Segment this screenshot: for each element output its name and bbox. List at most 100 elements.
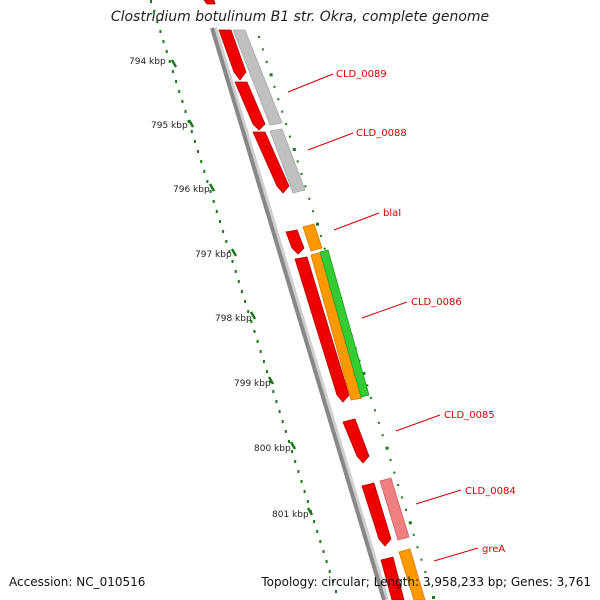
- gene-leader-line: [287, 73, 334, 93]
- minor-tick-dot: [178, 90, 181, 93]
- gene-leader-line: [333, 212, 380, 231]
- backbone-line: [210, 27, 386, 600]
- outer-tick-dot: [319, 235, 322, 238]
- minor-tick-dot: [237, 280, 240, 283]
- minor-tick-dot: [244, 300, 247, 303]
- minor-tick-dot: [300, 480, 303, 483]
- gene-label-cld0085: CLD_0085: [444, 410, 495, 421]
- major-tick-800: [289, 441, 297, 450]
- gene-leader-line: [307, 132, 354, 151]
- outer-tick-dot: [281, 110, 284, 113]
- minor-tick-dot: [303, 490, 306, 493]
- outer-tick-dot: [265, 60, 268, 63]
- pink-feature: [379, 477, 410, 541]
- minor-tick-dot: [222, 230, 225, 233]
- cds-block: [294, 256, 350, 403]
- accession-text: Accession: NC_010516: [9, 575, 146, 589]
- orange-feature: [310, 251, 363, 401]
- cds-block: [218, 29, 247, 81]
- gene-label-cld0086: CLD_0086: [411, 297, 462, 308]
- major-tick-798: [249, 311, 257, 320]
- scale-major-ticks: [170, 59, 314, 516]
- cds-block: [285, 229, 305, 255]
- minor-tick-dot: [266, 370, 268, 373]
- major-tick-799: [267, 376, 275, 385]
- outer-tick-dot: [381, 434, 384, 437]
- cds-block: [234, 81, 266, 131]
- gray-feature: [269, 128, 306, 194]
- gene-leader-line: [415, 489, 462, 505]
- major-tick-796: [208, 183, 216, 192]
- kbp-label: 795 kbp: [151, 121, 188, 131]
- minor-tick-dot: [234, 270, 237, 273]
- minor-tick-dot: [335, 590, 337, 593]
- minor-tick-dot: [284, 430, 287, 433]
- feature-track: [203, 0, 426, 600]
- gene-leader-line: [361, 301, 408, 319]
- minor-tick-dot: [209, 190, 212, 193]
- major-tick-797: [230, 248, 238, 257]
- outer-tick-dot: [288, 135, 291, 138]
- cds-block: [342, 418, 370, 464]
- genome-summary-text: Topology: circular; Length: 3,958,233 bp…: [261, 575, 591, 589]
- minor-tick-dot: [297, 470, 300, 473]
- minor-tick-dot: [240, 290, 243, 293]
- outer-tick-dot: [424, 571, 427, 574]
- minor-tick-dot: [190, 130, 193, 133]
- minor-tick-dot: [281, 420, 284, 423]
- minor-tick-dot: [325, 560, 328, 563]
- outer-tick-dot: [389, 459, 392, 462]
- minor-tick-dot: [313, 520, 316, 523]
- minor-tick-dot: [272, 390, 275, 393]
- major-tick-794: [170, 59, 178, 68]
- outer-tick-dot: [269, 73, 273, 77]
- minor-tick-dot: [288, 440, 290, 443]
- minor-tick-dot: [256, 340, 259, 343]
- kbp-label: 800 kbp: [254, 444, 291, 454]
- minor-tick-dot: [156, 20, 159, 23]
- minor-tick-dot: [225, 240, 228, 243]
- minor-tick-dot: [247, 310, 250, 313]
- kbp-label: 801 kbp: [272, 510, 309, 520]
- minor-tick-dot: [212, 200, 215, 203]
- map-title: Clostridium botulinum B1 str. Okra, comp…: [110, 9, 490, 25]
- cds-block: [203, 0, 216, 5]
- orange-feature: [398, 548, 426, 600]
- cds-block: [252, 131, 290, 194]
- gene-label-cld0089: CLD_0089: [336, 69, 387, 80]
- minor-tick-dot: [319, 540, 322, 543]
- kbp-label: 799 kbp: [234, 379, 271, 389]
- minor-tick-dot: [278, 410, 281, 413]
- minor-tick-dot: [219, 220, 221, 223]
- minor-tick-dot: [181, 100, 184, 103]
- outer-tick-dot: [412, 533, 415, 536]
- minor-tick-dot: [150, 0, 152, 3]
- minor-tick-dot: [184, 110, 187, 113]
- outer-tick-dot: [312, 210, 315, 213]
- gene-label-cld0088: CLD_0088: [356, 128, 407, 139]
- major-tick-801: [306, 507, 314, 516]
- scale-minor-ticks: [150, 0, 337, 593]
- minor-tick-dot: [165, 50, 168, 53]
- kbp-label: 794 kbp: [129, 57, 166, 67]
- minor-tick-dot: [200, 160, 203, 163]
- outer-tick-dot: [273, 85, 276, 88]
- outer-tick-dot: [277, 98, 280, 101]
- minor-tick-dot: [206, 180, 209, 183]
- cds-block: [361, 482, 392, 547]
- kbp-label: 798 kbp: [215, 314, 252, 324]
- outer-tick-dot: [377, 421, 380, 424]
- minor-tick-dot: [250, 320, 253, 323]
- outer-tick-dot: [366, 384, 369, 387]
- outer-tick-dot: [296, 160, 299, 163]
- major-tick-795: [187, 119, 195, 128]
- outer-tick-dot: [432, 596, 435, 599]
- minor-tick-dot: [291, 450, 294, 453]
- minor-tick-dot: [203, 170, 206, 173]
- outer-tick-dot: [308, 197, 311, 200]
- minor-tick-dot: [171, 70, 174, 73]
- outer-tick-dot: [316, 222, 319, 226]
- minor-tick-dot: [197, 150, 199, 153]
- orange-feature: [302, 223, 323, 252]
